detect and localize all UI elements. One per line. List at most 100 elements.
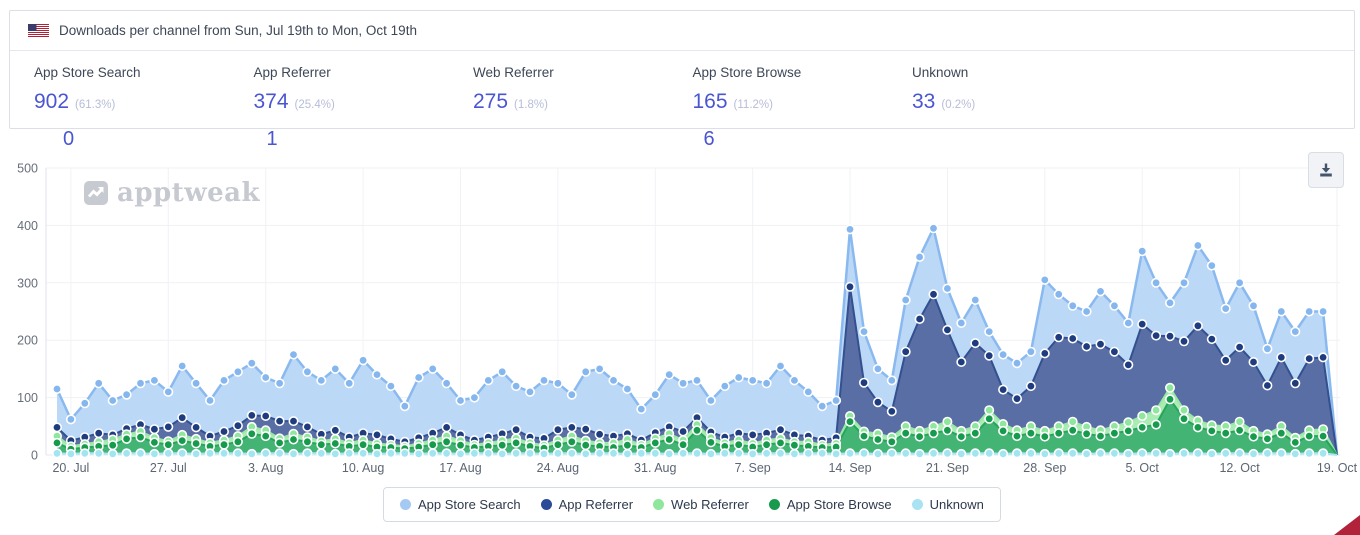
data-point[interactable] [1290,448,1301,459]
data-point[interactable] [803,448,814,459]
data-point[interactable] [219,439,230,450]
data-point[interactable] [1262,433,1273,444]
data-point[interactable] [858,326,869,337]
data-point[interactable] [691,375,702,386]
data-point[interactable] [1095,286,1106,297]
data-point[interactable] [65,414,76,425]
data-point[interactable] [886,375,897,386]
data-point[interactable] [399,448,410,459]
data-point[interactable] [260,431,271,442]
data-point[interactable] [984,405,995,416]
data-point[interactable] [1234,448,1245,459]
data-point[interactable] [817,448,828,459]
data-point[interactable] [817,401,828,412]
data-point[interactable] [1039,431,1050,442]
data-point[interactable] [998,349,1009,360]
data-point[interactable] [1039,274,1050,285]
data-point[interactable] [886,436,897,447]
data-point[interactable] [302,436,313,447]
data-point[interactable] [330,448,341,459]
data-point[interactable] [163,421,174,432]
data-point[interactable] [594,363,605,374]
data-point[interactable] [1081,428,1092,439]
data-point[interactable] [163,386,174,397]
data-point[interactable] [1137,319,1148,330]
data-point[interactable] [1151,277,1162,288]
data-point[interactable] [858,448,869,459]
data-point[interactable] [928,448,939,459]
data-point[interactable] [858,431,869,442]
legend-item-app-store-search[interactable]: App Store Search [400,497,521,512]
data-point[interactable] [1109,300,1120,311]
data-point[interactable] [1025,428,1036,439]
data-point[interactable] [956,357,967,368]
data-point[interactable] [1109,346,1120,357]
data-point[interactable] [1151,448,1162,459]
data-point[interactable] [219,426,230,437]
data-point[interactable] [483,448,494,459]
data-point[interactable] [844,224,855,235]
data-point[interactable] [288,448,299,459]
data-point[interactable] [1123,318,1134,329]
data-point[interactable] [998,425,1009,436]
data-point[interactable] [1179,448,1190,459]
data-point[interactable] [956,448,967,459]
data-point[interactable] [1053,428,1064,439]
data-point[interactable] [872,434,883,445]
data-point[interactable] [538,375,549,386]
data-point[interactable] [1304,353,1315,364]
data-point[interactable] [998,448,1009,459]
data-point[interactable] [121,433,132,444]
data-point[interactable] [1095,431,1106,442]
data-point[interactable] [775,424,786,435]
data-point[interactable] [427,448,438,459]
data-point[interactable] [858,377,869,388]
data-point[interactable] [1137,246,1148,257]
data-point[interactable] [942,448,953,459]
data-point[interactable] [775,361,786,372]
data-point[interactable] [538,448,549,459]
data-point[interactable] [914,448,925,459]
data-point[interactable] [385,381,396,392]
data-point[interactable] [844,416,855,427]
data-point[interactable] [302,448,313,459]
legend-item-app-store-browse[interactable]: App Store Browse [768,497,892,512]
data-point[interactable] [441,422,452,433]
data-point[interactable] [511,381,522,392]
data-point[interactable] [650,389,661,400]
data-point[interactable] [107,440,118,451]
data-point[interactable] [942,283,953,294]
data-point[interactable] [1165,394,1176,405]
data-point[interactable] [942,324,953,335]
data-point[interactable] [191,448,202,459]
data-point[interactable] [1248,431,1259,442]
data-point[interactable] [497,366,508,377]
data-point[interactable] [1011,393,1022,404]
data-point[interactable] [385,448,396,459]
data-point[interactable] [872,397,883,408]
data-point[interactable] [1206,448,1217,459]
data-point[interactable] [274,416,285,427]
data-point[interactable] [455,448,466,459]
data-point[interactable] [51,448,62,459]
data-point[interactable] [483,375,494,386]
data-point[interactable] [1234,342,1245,353]
data-point[interactable] [566,422,577,433]
data-point[interactable] [1276,428,1287,439]
data-point[interactable] [1248,300,1259,311]
data-point[interactable] [441,378,452,389]
data-point[interactable] [580,424,591,435]
data-point[interactable] [747,448,758,459]
data-point[interactable] [594,448,605,459]
data-point[interactable] [580,440,591,451]
data-point[interactable] [121,389,132,400]
data-point[interactable] [1123,359,1134,370]
data-point[interactable] [608,448,619,459]
data-point[interactable] [872,448,883,459]
data-point[interactable] [51,437,62,448]
data-point[interactable] [1039,448,1050,459]
data-point[interactable] [900,295,911,306]
data-point[interactable] [358,439,369,450]
data-point[interactable] [789,375,800,386]
data-point[interactable] [1262,380,1273,391]
